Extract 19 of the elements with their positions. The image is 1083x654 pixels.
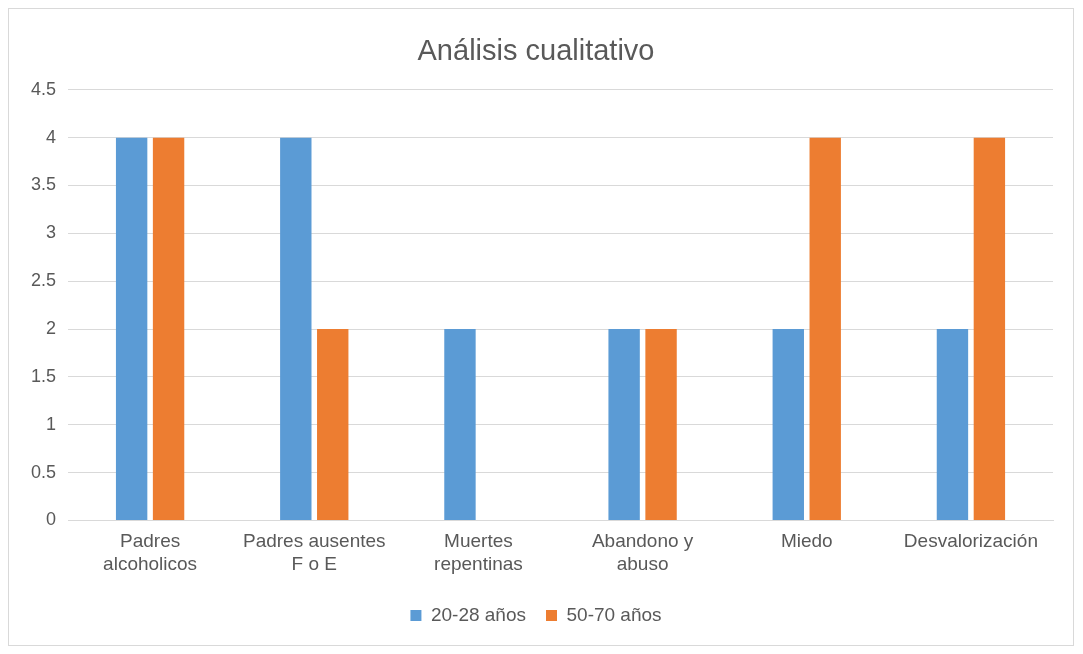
y-tick-label: 0.5: [30, 461, 57, 482]
y-tick-label: 4: [46, 126, 57, 147]
y-tick-label: 0: [46, 509, 57, 530]
x-tick-label: Padres alcoholicos: [103, 530, 198, 574]
y-tick-label: 4.5: [30, 78, 57, 99]
y-tick-label: 3.5: [30, 174, 57, 195]
y-tick-label: 1: [46, 413, 57, 434]
y-tick-label: 2.5: [30, 270, 57, 291]
legend-label: 50-70 años: [566, 603, 662, 625]
y-tick-label: 2: [46, 317, 57, 338]
y-tick-label: 3: [46, 222, 57, 243]
x-tick-label: Abandono y abuso: [591, 530, 694, 574]
chart-title: Análisis cualitativo: [417, 34, 655, 67]
x-tick-label: Miedo: [780, 530, 833, 552]
x-tick-label: Muertes repentinas: [434, 530, 523, 574]
legend-label: 20-28 años: [430, 603, 526, 625]
y-tick-label: 1.5: [30, 365, 57, 386]
x-tick-label: Padres ausentes F o E: [242, 530, 386, 574]
x-tick-label: Desvalorización: [903, 530, 1038, 552]
